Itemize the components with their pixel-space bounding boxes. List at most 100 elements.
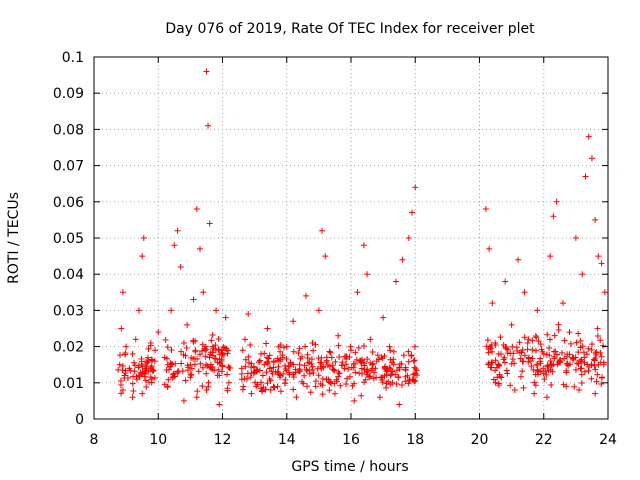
data-point (332, 358, 339, 365)
data-point (351, 397, 358, 404)
data-point (196, 351, 203, 358)
data-point (405, 380, 412, 387)
data-point (369, 349, 376, 356)
data-point (192, 348, 199, 355)
data-point (543, 394, 550, 401)
data-point (178, 360, 185, 367)
data-point (290, 348, 297, 355)
data-point (205, 122, 212, 129)
data-point (209, 343, 216, 350)
data-point (508, 360, 515, 367)
data-point (270, 383, 277, 390)
data-point (130, 359, 137, 366)
data-point (144, 354, 151, 361)
data-point (248, 390, 255, 397)
data-point (251, 368, 258, 375)
data-point (147, 340, 154, 347)
data-point (585, 367, 592, 374)
data-point (296, 345, 303, 352)
data-point (535, 369, 542, 376)
data-point (240, 383, 247, 390)
data-point (503, 367, 510, 374)
data-point (271, 384, 278, 391)
data-point (222, 314, 229, 321)
data-point (544, 331, 551, 338)
data-point (245, 311, 252, 318)
data-point (492, 357, 499, 364)
data-point (165, 376, 172, 383)
data-point (142, 368, 149, 375)
data-point (392, 371, 399, 378)
data-point (312, 341, 319, 348)
data-point (174, 227, 181, 234)
data-point (238, 370, 245, 377)
x-tick-label: 24 (599, 432, 617, 448)
data-point (601, 289, 608, 296)
data-point (592, 390, 599, 397)
data-point (206, 354, 213, 361)
data-point (220, 344, 227, 351)
data-point (253, 383, 260, 390)
data-point (331, 380, 338, 387)
data-point (553, 198, 560, 205)
data-point (576, 387, 583, 394)
data-point (301, 362, 308, 369)
data-point (309, 339, 316, 346)
data-point (531, 379, 538, 386)
data-point (493, 364, 500, 371)
data-point (356, 370, 363, 377)
data-point (137, 369, 144, 376)
data-point (343, 361, 350, 368)
data-point (345, 366, 352, 373)
data-point (216, 401, 223, 408)
data-point (550, 348, 557, 355)
data-point (495, 380, 502, 387)
data-point (145, 358, 152, 365)
data-point (202, 353, 209, 360)
data-point (402, 378, 409, 385)
data-point (264, 354, 271, 361)
data-point (387, 365, 394, 372)
data-point (261, 361, 268, 368)
data-point (588, 361, 595, 368)
data-point (577, 365, 584, 372)
data-point (521, 289, 528, 296)
data-point (577, 344, 584, 351)
data-point (588, 346, 595, 353)
data-point (209, 331, 216, 338)
data-point (309, 366, 316, 373)
data-point (224, 371, 231, 378)
data-point (123, 343, 130, 350)
data-point (390, 348, 397, 355)
data-point (501, 359, 508, 366)
y-tick-labels: 0 0.01 0.02 0.03 0.04 0.05 0.06 0.07 0.08 0.09 0.1 (53, 50, 84, 428)
data-point (265, 360, 272, 367)
data-point (139, 253, 146, 260)
data-point (264, 325, 271, 332)
data-point (219, 350, 226, 357)
data-point (581, 354, 588, 361)
data-point (170, 371, 177, 378)
data-point (247, 341, 254, 348)
data-point (600, 342, 607, 349)
data-point (387, 347, 394, 354)
data-point (258, 350, 265, 357)
data-point (485, 360, 492, 367)
data-point (521, 352, 528, 359)
data-point (514, 347, 521, 354)
data-point (177, 263, 184, 270)
data-point (379, 379, 386, 386)
data-point (126, 365, 133, 372)
data-point (277, 372, 284, 379)
data-point (578, 380, 585, 387)
data-point (528, 363, 535, 370)
data-point (315, 372, 322, 379)
data-point (326, 387, 333, 394)
data-point (150, 367, 157, 374)
data-point (215, 335, 222, 342)
data-point (556, 357, 563, 364)
data-point (170, 370, 177, 377)
data-point (594, 371, 601, 378)
data-point (566, 329, 573, 336)
data-point (543, 371, 550, 378)
